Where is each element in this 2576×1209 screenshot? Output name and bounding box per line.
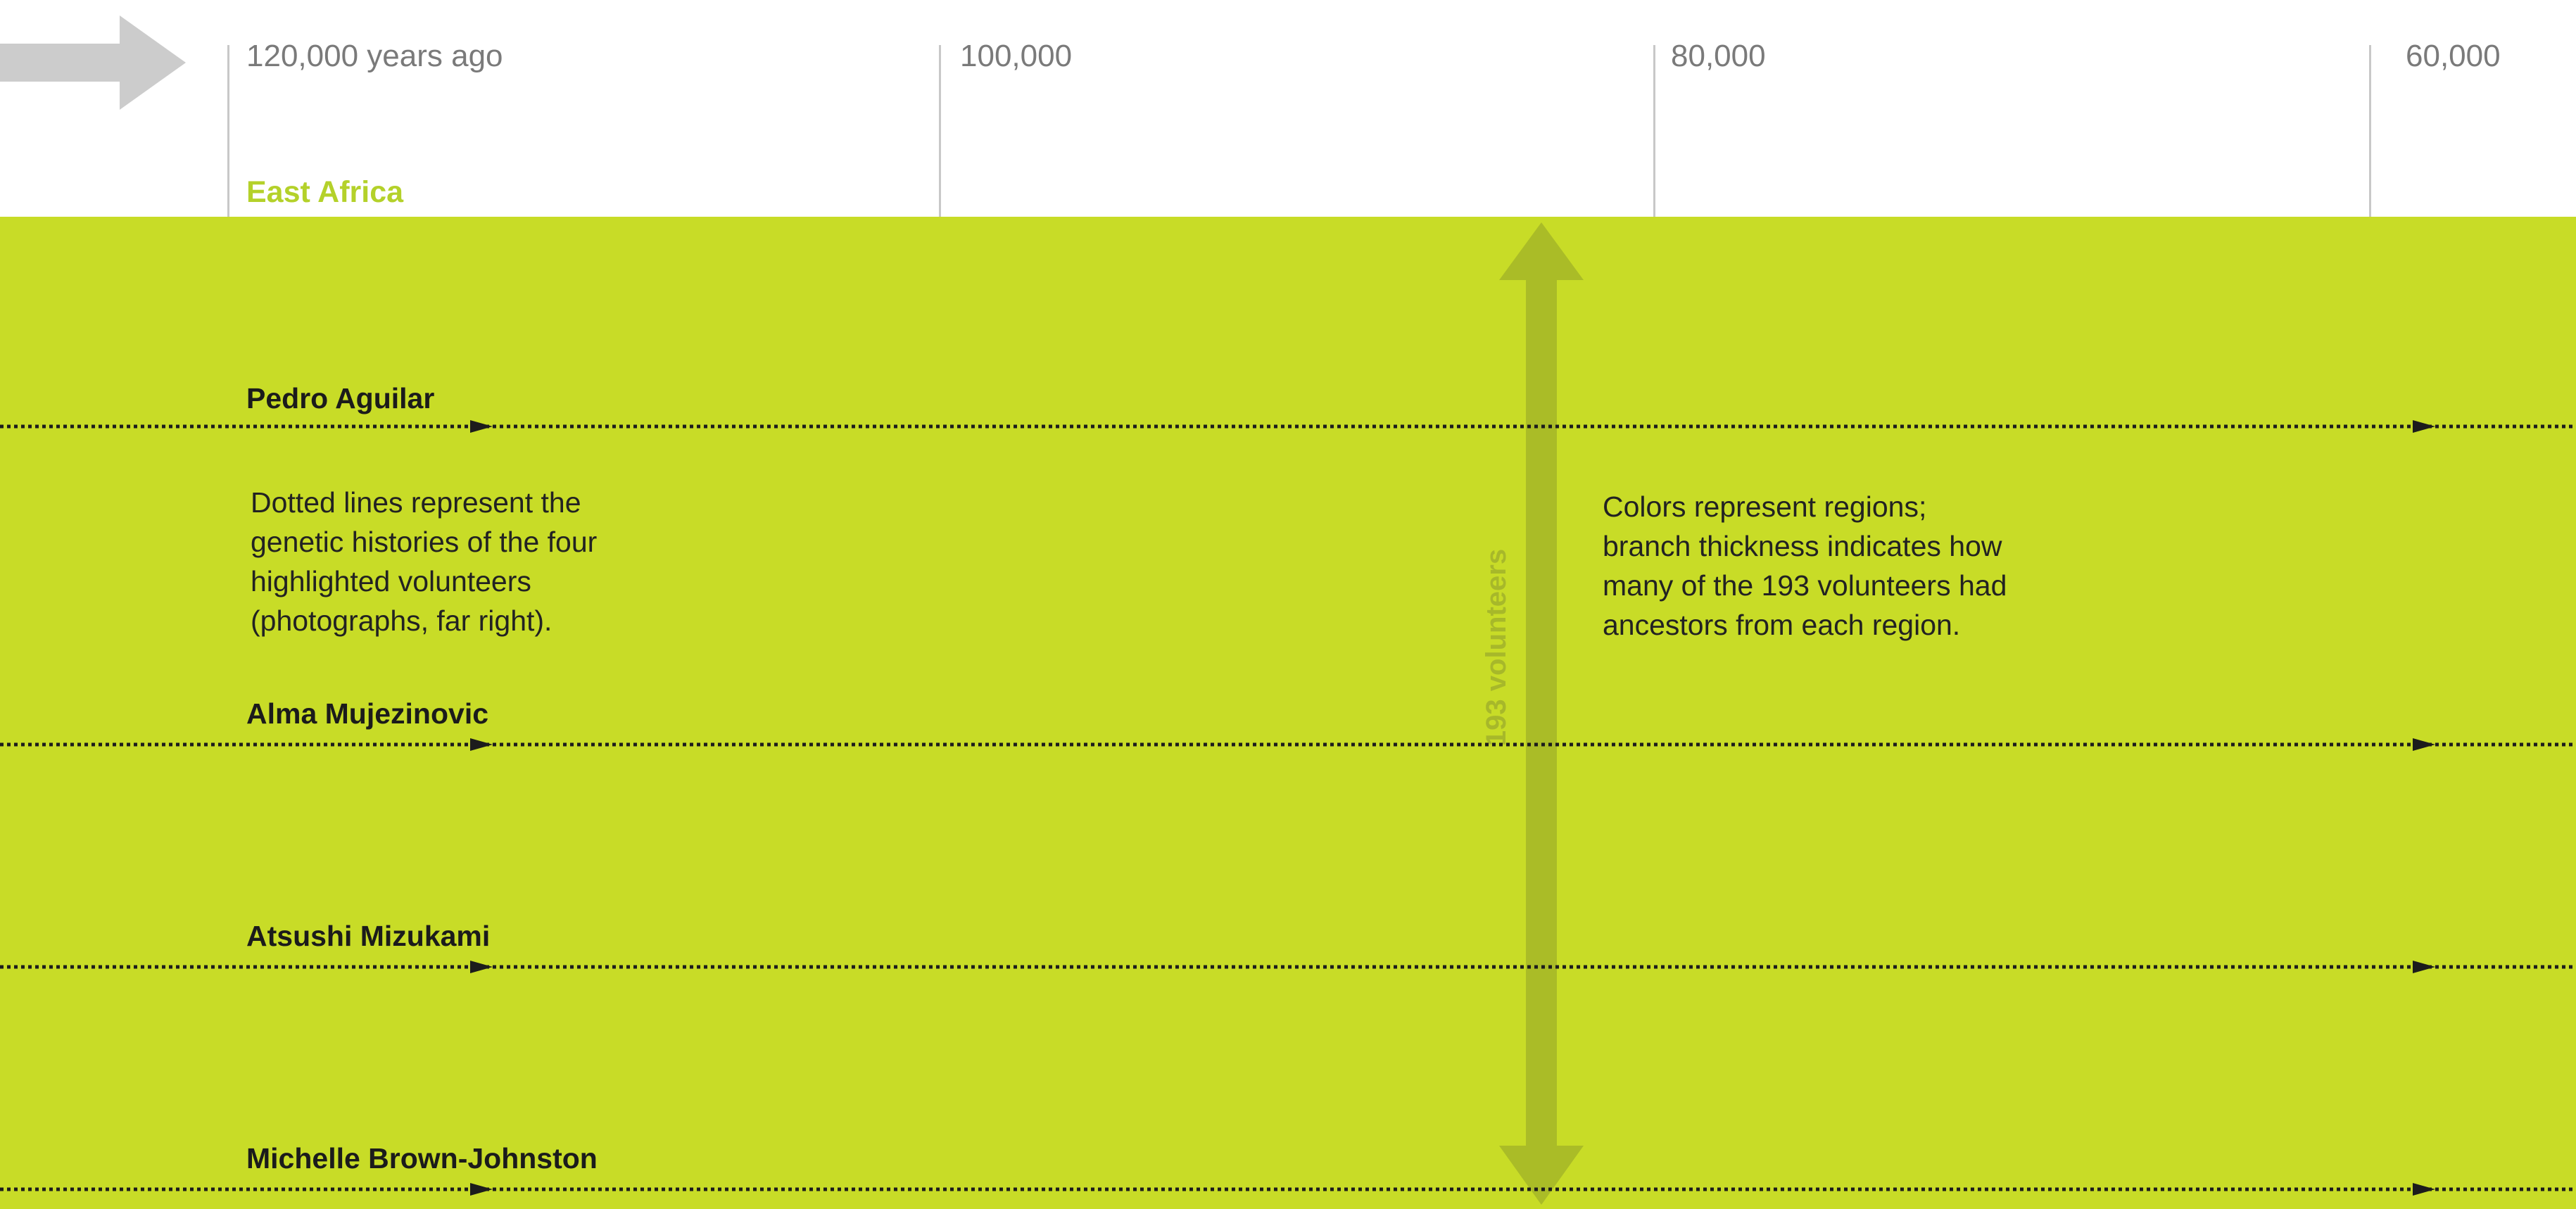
arrowhead-icon (2413, 1183, 2435, 1196)
lineage-name: Pedro Aguilar (246, 382, 435, 414)
tick-label: 60,000 (2406, 39, 2501, 73)
arrowhead-icon (2413, 420, 2435, 433)
tick-label: 80,000 (1671, 39, 1766, 73)
double-arrow-vertical-icon (1499, 222, 1584, 1205)
tick-label: 120,000 years ago (246, 39, 503, 73)
tick-line (227, 45, 229, 217)
arrowhead-icon (470, 1183, 493, 1196)
lineage-line (0, 961, 2576, 973)
colors-note: Colors represent regions; branch thickne… (1603, 490, 2007, 641)
lineage-line (0, 738, 2576, 751)
region-label: East Africa (246, 175, 404, 209)
tick-label: 100,000 (960, 39, 1073, 73)
volunteer-count-text: 193 volunteers (1481, 548, 1512, 747)
region-band (0, 217, 2576, 1209)
arrowhead-icon (470, 738, 493, 751)
arrowhead-icon (2413, 961, 2435, 973)
tick-line (939, 45, 941, 217)
lineage-name: Alma Mujezinovic (246, 697, 489, 730)
tick-line (1653, 45, 1655, 217)
lineage-name: Atsushi Mizukami (246, 920, 491, 952)
tick-line (2369, 45, 2371, 217)
lineage-line (0, 1183, 2576, 1196)
arrow-right-icon[interactable] (0, 15, 186, 110)
time-axis: 120,000 years ago 100,000 80,000 60,000 … (0, 0, 2576, 217)
arrowhead-icon (470, 961, 493, 973)
lineage-line (0, 420, 2576, 433)
lineage-name: Michelle Brown-Johnston (246, 1142, 598, 1175)
dotted-lines-note: Dotted lines represent the genetic histo… (251, 486, 598, 637)
arrowhead-icon (2413, 738, 2435, 751)
arrowhead-icon (470, 420, 493, 433)
